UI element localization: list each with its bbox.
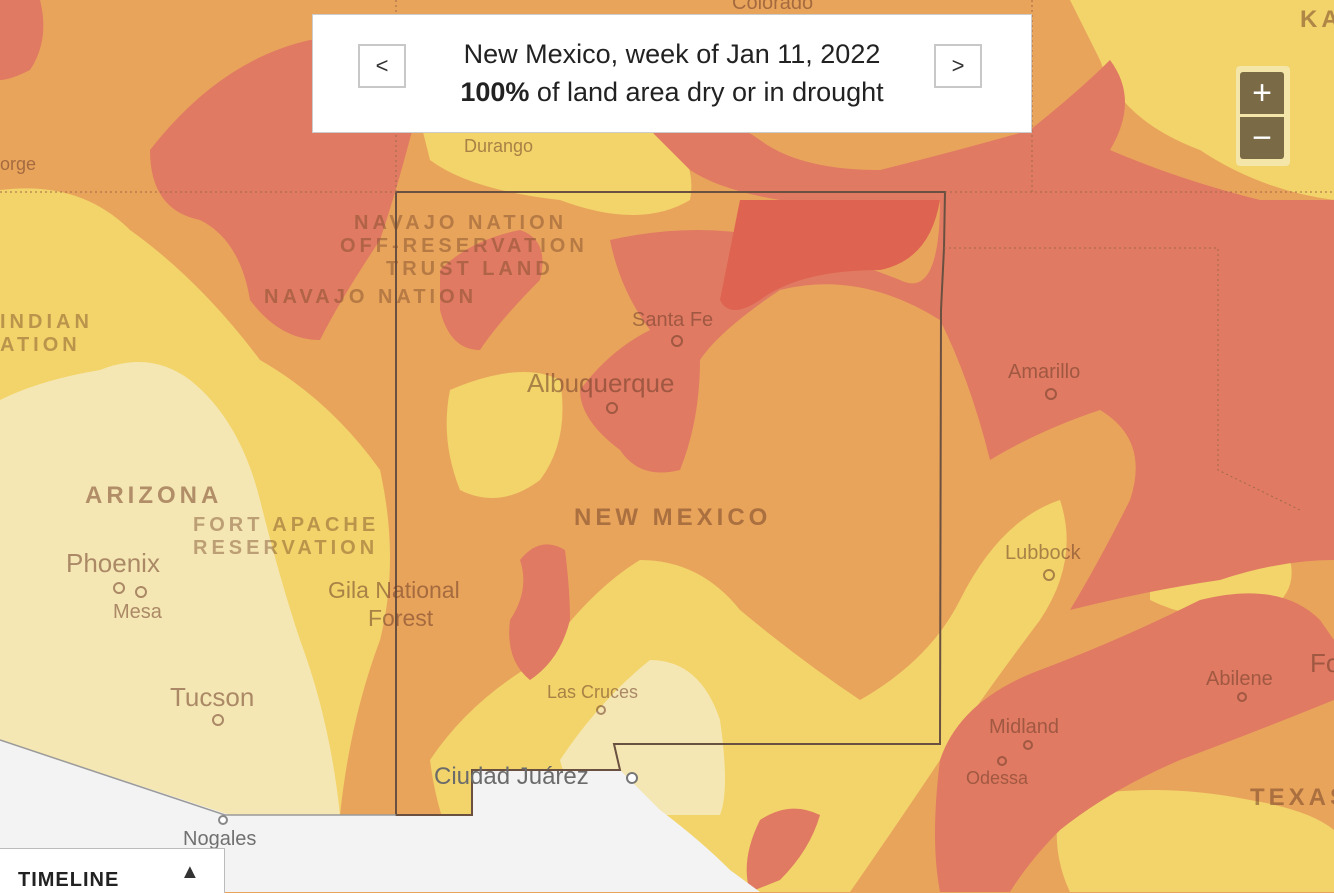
severe-area-gila bbox=[509, 544, 570, 680]
label-gila-2: Forest bbox=[368, 605, 434, 631]
severe-area-topleft bbox=[0, 0, 44, 80]
label-mesa: Mesa bbox=[113, 601, 162, 623]
new-mexico-border bbox=[395, 191, 947, 816]
timeline-label: TIMELINE bbox=[18, 869, 120, 891]
label-tucson: Tucson bbox=[170, 682, 255, 712]
header-subtitle-text: of land area dry or in drought bbox=[529, 77, 884, 107]
label-indian-2: ATION bbox=[0, 334, 81, 356]
dry-area-center-abq bbox=[446, 372, 563, 498]
label-ciudad-juarez: Ciudad Juárez bbox=[434, 763, 589, 790]
label-lubbock: Lubbock bbox=[1005, 542, 1081, 564]
severe-area-north bbox=[640, 60, 1260, 200]
dot-amarillo bbox=[1045, 388, 1057, 400]
label-navajo-nation: NAVAJO NATION bbox=[264, 286, 478, 308]
label-navajo-offres-3: TRUST LAND bbox=[386, 258, 554, 280]
severe-area-bottom bbox=[746, 808, 820, 892]
drought-percent: 100% bbox=[460, 77, 530, 107]
header-card: < New Mexico, week of Jan 11, 2022 100% … bbox=[313, 15, 1031, 132]
dot-nogales bbox=[218, 815, 228, 825]
state-border-dotted bbox=[0, 0, 1334, 511]
dot-santa-fe bbox=[671, 335, 683, 347]
severe-area-central bbox=[580, 200, 1334, 610]
label-indian-1: INDIAN bbox=[0, 311, 93, 333]
label-amarillo: Amarillo bbox=[1008, 361, 1081, 383]
label-george: orge bbox=[0, 154, 37, 174]
none-area-arizona bbox=[0, 362, 340, 815]
label-fort-apache-2: RESERVATION bbox=[193, 537, 379, 559]
label-midland: Midland bbox=[989, 716, 1060, 738]
label-durango: Durango bbox=[464, 136, 534, 156]
label-santa-fe: Santa Fe bbox=[632, 309, 714, 331]
label-arizona: ARIZONA bbox=[85, 482, 223, 509]
dot-phoenix bbox=[113, 582, 125, 594]
label-navajo-offres-2: OFF-RESERVATION bbox=[340, 235, 588, 257]
severe-area-ne-tx bbox=[720, 200, 940, 310]
label-fort-apache-1: FORT APACHE bbox=[193, 514, 380, 536]
label-nogales: Nogales bbox=[183, 828, 257, 850]
label-albuquerque: Albuquerque bbox=[527, 368, 675, 398]
next-week-button[interactable]: > bbox=[934, 44, 982, 88]
timeline-toggle[interactable]: TIMELINE ▲ bbox=[0, 848, 225, 893]
zoom-control: + − bbox=[1236, 66, 1290, 166]
dot-ciudad-juarez bbox=[626, 772, 638, 784]
zoom-out-button[interactable]: − bbox=[1240, 117, 1284, 159]
dot-mesa bbox=[135, 586, 147, 598]
dot-odessa bbox=[997, 756, 1007, 766]
dot-midland bbox=[1023, 740, 1033, 750]
label-odessa: Odessa bbox=[966, 768, 1029, 788]
previous-week-button[interactable]: < bbox=[358, 44, 406, 88]
label-kansas: KA bbox=[1300, 6, 1334, 33]
severe-area-texas bbox=[935, 593, 1334, 892]
label-abilene: Abilene bbox=[1206, 668, 1273, 690]
label-fo: Fo bbox=[1310, 648, 1334, 678]
dot-tucson bbox=[212, 714, 224, 726]
dot-albuquerque bbox=[606, 402, 618, 414]
label-gila-1: Gila National bbox=[328, 577, 460, 603]
chevron-up-icon: ▲ bbox=[180, 861, 200, 883]
header-subtitle: 100% of land area dry or in drought bbox=[313, 77, 1031, 108]
severe-area-navajo bbox=[440, 230, 543, 350]
dry-area-east-south bbox=[1056, 790, 1334, 892]
header-title: New Mexico, week of Jan 11, 2022 bbox=[463, 39, 881, 69]
label-colorado: Colorado bbox=[732, 0, 814, 14]
label-navajo-offres-1: NAVAJO NATION bbox=[354, 212, 568, 234]
dot-las-cruces bbox=[596, 705, 606, 715]
label-las-cruces: Las Cruces bbox=[547, 682, 639, 702]
label-phoenix: Phoenix bbox=[66, 548, 160, 578]
dot-abilene bbox=[1237, 692, 1247, 702]
dot-lubbock bbox=[1043, 569, 1055, 581]
label-texas: TEXAS bbox=[1250, 784, 1334, 811]
label-new-mexico: NEW MEXICO bbox=[574, 504, 772, 531]
zoom-in-button[interactable]: + bbox=[1240, 72, 1284, 114]
